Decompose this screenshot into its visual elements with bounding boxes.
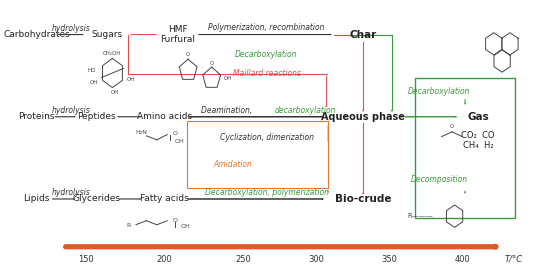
Text: H₂N: H₂N: [135, 129, 147, 135]
Text: Carbohydrates: Carbohydrates: [3, 30, 70, 39]
Text: Decarboxylation: Decarboxylation: [408, 87, 470, 96]
Text: Maillard reactions: Maillard reactions: [233, 69, 300, 78]
Text: Amidation: Amidation: [213, 160, 252, 169]
Text: R———: R———: [408, 213, 433, 219]
Text: Peptides: Peptides: [78, 112, 116, 121]
Text: Aqueous phase: Aqueous phase: [321, 112, 405, 122]
Text: OH: OH: [180, 224, 190, 229]
Text: Fatty acids: Fatty acids: [140, 195, 189, 203]
Text: 350: 350: [381, 255, 397, 264]
Text: Gas: Gas: [467, 112, 489, 122]
Text: 250: 250: [235, 255, 251, 264]
Text: Glycerides: Glycerides: [73, 195, 121, 203]
Text: hydrolysis: hydrolysis: [51, 24, 90, 33]
Text: Char: Char: [350, 29, 377, 40]
Text: 300: 300: [308, 255, 324, 264]
Text: OH: OH: [126, 77, 135, 82]
Text: hydrolysis: hydrolysis: [51, 106, 90, 115]
Text: Amino acids: Amino acids: [137, 112, 192, 121]
Text: Cyclization, dimerization: Cyclization, dimerization: [219, 133, 314, 142]
Text: Bio-crude: Bio-crude: [335, 194, 392, 204]
Text: Decarboxylation, polymerization: Decarboxylation, polymerization: [205, 188, 328, 197]
Text: OH: OH: [224, 76, 232, 81]
Text: OH: OH: [175, 139, 185, 144]
Text: O: O: [210, 61, 214, 66]
Text: Deamination,: Deamination,: [201, 106, 254, 115]
Text: R: R: [126, 223, 131, 228]
Text: hydrolysis: hydrolysis: [51, 188, 90, 197]
Text: Lipids: Lipids: [24, 195, 50, 203]
Text: decarboxylation: decarboxylation: [275, 106, 337, 115]
Text: OH: OH: [111, 90, 119, 95]
Text: 200: 200: [157, 255, 173, 264]
Text: Decarboxylation: Decarboxylation: [235, 50, 298, 59]
Text: O: O: [186, 52, 190, 57]
Text: Decomposition: Decomposition: [410, 174, 468, 184]
Text: OH: OH: [90, 80, 98, 85]
Text: 150: 150: [79, 255, 94, 264]
Text: O: O: [450, 124, 454, 129]
Text: HMF
Furfural: HMF Furfural: [160, 25, 195, 44]
Text: HO: HO: [87, 68, 96, 73]
Text: T/°C: T/°C: [504, 255, 522, 264]
Text: O: O: [173, 131, 178, 136]
Text: 400: 400: [454, 255, 470, 264]
Text: CH₂OH: CH₂OH: [103, 51, 122, 56]
Text: Sugars: Sugars: [92, 30, 123, 39]
Text: Proteins: Proteins: [19, 112, 55, 121]
Text: Polymerization, recombination: Polymerization, recombination: [208, 23, 325, 32]
Text: O: O: [173, 218, 178, 223]
Text: CO₂  CO
CH₄  H₂: CO₂ CO CH₄ H₂: [461, 131, 495, 150]
